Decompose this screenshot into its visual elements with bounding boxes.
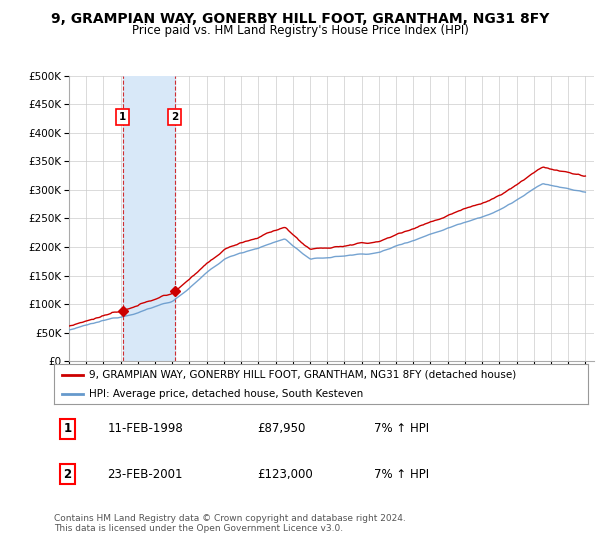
Text: HPI: Average price, detached house, South Kesteven: HPI: Average price, detached house, Sout…: [89, 389, 363, 399]
Bar: [122, 76, 175, 361]
Text: £123,000: £123,000: [257, 468, 313, 481]
Text: 1: 1: [119, 112, 126, 122]
Text: 9, GRAMPIAN WAY, GONERBY HILL FOOT, GRANTHAM, NG31 8FY (detached house): 9, GRAMPIAN WAY, GONERBY HILL FOOT, GRAN…: [89, 370, 516, 380]
Text: 2: 2: [63, 468, 71, 481]
Text: 9, GRAMPIAN WAY, GONERBY HILL FOOT, GRANTHAM, NG31 8FY: 9, GRAMPIAN WAY, GONERBY HILL FOOT, GRAN…: [51, 12, 549, 26]
Text: 2: 2: [171, 112, 178, 122]
Text: 7% ↑ HPI: 7% ↑ HPI: [374, 468, 430, 481]
Text: £87,950: £87,950: [257, 422, 305, 435]
Text: 7% ↑ HPI: 7% ↑ HPI: [374, 422, 430, 435]
Text: 1: 1: [63, 422, 71, 435]
Text: 11-FEB-1998: 11-FEB-1998: [107, 422, 183, 435]
Text: Contains HM Land Registry data © Crown copyright and database right 2024.
This d: Contains HM Land Registry data © Crown c…: [54, 514, 406, 534]
Text: 23-FEB-2001: 23-FEB-2001: [107, 468, 183, 481]
Text: Price paid vs. HM Land Registry's House Price Index (HPI): Price paid vs. HM Land Registry's House …: [131, 24, 469, 36]
